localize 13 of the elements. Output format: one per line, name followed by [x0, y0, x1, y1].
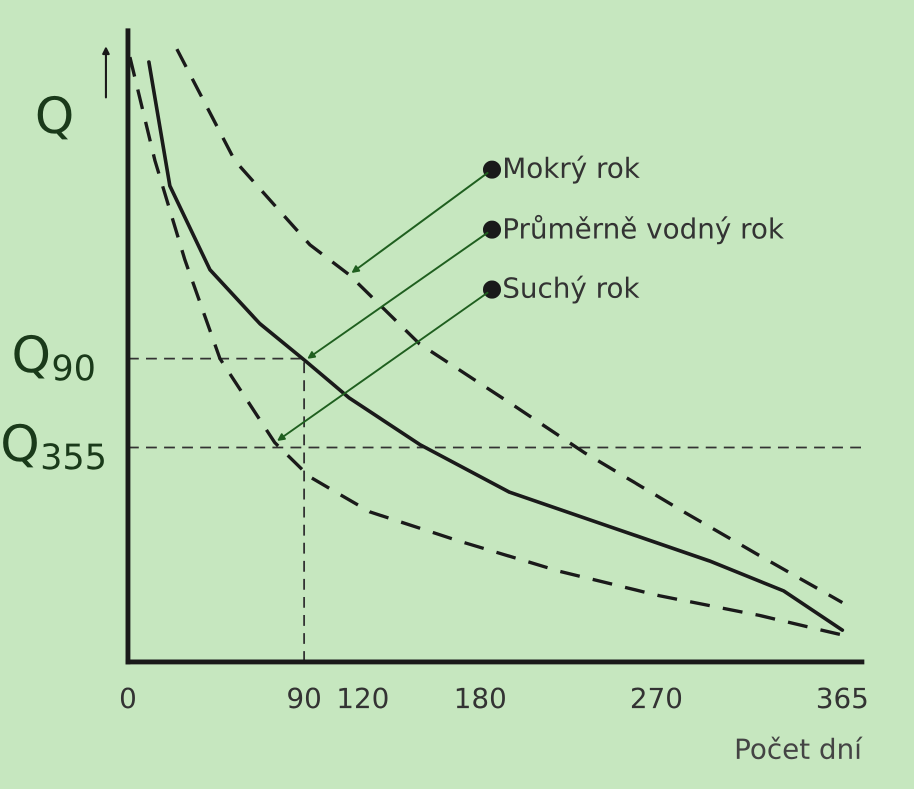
y-axis-title: Q: [38, 96, 72, 140]
x-tick-label: 0: [120, 687, 135, 708]
ref-line-label: Q$_{90}$: [14, 334, 94, 381]
legend-label: Průměrně vodný rok: [504, 214, 784, 244]
x-tick-label: 120: [339, 687, 388, 708]
legend-label: Suchý rok: [504, 276, 640, 304]
legend-label: Mokrý rok: [504, 156, 640, 184]
x-tick-label: 180: [456, 687, 505, 708]
ref-line-label: Q$_{355}$: [3, 424, 104, 470]
x-tick-label: 90: [288, 687, 320, 708]
x-tick-label: 365: [818, 687, 866, 708]
x-tick-label: 270: [632, 687, 682, 708]
x-axis-title: Počet dní: [736, 736, 863, 760]
